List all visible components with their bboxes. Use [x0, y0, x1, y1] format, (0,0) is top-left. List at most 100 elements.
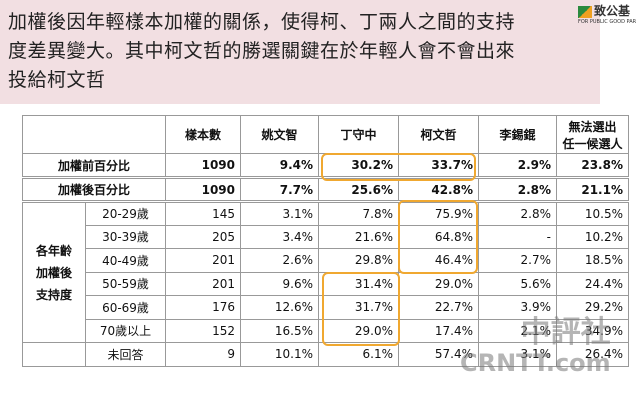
group-blank — [22, 342, 86, 367]
title-line: 投給柯文哲 — [8, 69, 106, 91]
cell: 12.6% — [240, 295, 319, 320]
logo-subtitle: FOR PUBLIC GOOD PAR — [578, 19, 637, 25]
column-header-line: 無法選出 — [568, 119, 617, 134]
watermark-en: CRNTT.com — [460, 349, 611, 377]
highlight — [321, 153, 476, 181]
age-row: 30-39歲 205 3.4% 21.6% 64.8% -10.2% — [23, 224, 629, 249]
cell: 29.8% — [318, 248, 399, 273]
cell: 2.8% — [478, 177, 557, 203]
cell: 2.7% — [478, 248, 557, 273]
cell: 205 — [165, 224, 241, 249]
cell: 10.1% — [240, 342, 319, 367]
cell: 17.4% — [398, 318, 479, 343]
row-label: 60-69歲 — [85, 295, 166, 320]
age-row: 50-59歲 201 9.6% 31.4% 29.0% 5.6% 24.4% — [23, 271, 629, 296]
cell: 10.2% — [556, 224, 629, 249]
title-line: 度差異變大。其中柯文哲的勝選關鍵在於年輕人會不會出來 — [8, 40, 516, 62]
cell: 31.4% — [318, 271, 399, 296]
age-row: 60-69歲 176 12.6% 31.7% 22.7% 3.9% 29.2% — [23, 295, 629, 320]
cell: 7.7% — [240, 177, 319, 203]
row-label: 40-49歲 — [85, 248, 166, 273]
cell: 7.8% — [318, 201, 399, 226]
cell: 25.6% — [318, 177, 399, 203]
column-header: 柯文哲 — [398, 115, 479, 154]
cell: 2.1% — [478, 318, 557, 343]
cell: 9.4% — [240, 153, 319, 179]
cell: 5.6% — [478, 271, 557, 296]
cell: 22.7% — [398, 295, 479, 320]
cell: 75.9% — [398, 201, 479, 226]
header-row: 樣本數 姚文智 丁守中 柯文哲 李錫錕 無法選出任一候選人 — [22, 115, 629, 154]
logo: 致公基 FOR PUBLIC GOOD PAR — [578, 2, 636, 25]
cell: 152 — [165, 318, 241, 343]
cell: 2.9% — [478, 153, 557, 179]
cell: 3.9% — [478, 295, 557, 320]
column-header: 無法選出 任一候選人 — [556, 115, 629, 154]
row-label: 50-59歲 — [85, 271, 166, 296]
cell: 26.4% — [556, 342, 629, 367]
cell: 16.5% — [240, 318, 319, 343]
cell: 42.8% — [398, 177, 479, 203]
cell: 64.8% — [398, 224, 479, 249]
cell: 145 — [165, 201, 241, 226]
cell: 29.0% — [318, 318, 399, 343]
row-label: 20-29歲 — [85, 201, 166, 226]
highlight — [322, 272, 400, 346]
row-label: 加權前百分比 — [22, 153, 166, 179]
cell: 3.4% — [240, 224, 319, 249]
row-label: 30-39歲 — [85, 224, 166, 249]
cell: 34.9% — [556, 318, 629, 343]
cell: 9 — [165, 342, 241, 367]
column-header-line: 任一候選人 — [562, 136, 623, 151]
cell: 33.7% — [398, 153, 479, 179]
cell: 18.5% — [556, 248, 629, 273]
cell: 31.7% — [318, 295, 399, 320]
cell: 21.1% — [556, 177, 629, 203]
group-label-line: 各年齡 — [35, 243, 72, 258]
cell: 2.8% — [478, 201, 557, 226]
group-label-line: 支持度 — [35, 287, 72, 302]
cell: 201 — [165, 248, 241, 273]
age-row: 未回答 9 10.1% 6.1% 57.4% 3.1% 26.4% — [22, 342, 629, 367]
table: 樣本數 姚文智 丁守中 柯文哲 李錫錕 無法選出任一候選人加權前百分比 1090 9.4% 30… — [22, 115, 629, 367]
highlight — [398, 200, 478, 274]
cell: 57.4% — [398, 342, 479, 367]
cell: 29.2% — [556, 295, 629, 320]
cell: 3.1% — [240, 201, 319, 226]
age-row: 40-49歲 201 2.6% 29.8% 46.4% 2.7% 18.5% — [23, 248, 629, 273]
title-box: 加權後因年輕樣本加權的關係，使得柯、丁兩人之間的支持 度差異變大。其中柯文哲的勝選… — [0, 0, 600, 104]
cell: 21.6% — [318, 224, 399, 249]
corner-cell — [22, 115, 166, 154]
cell: 46.4% — [398, 248, 479, 273]
cell: 1090 — [165, 177, 241, 203]
group-label: 各年齡 加權後 支持度 — [22, 201, 86, 343]
logo-icon — [578, 5, 592, 18]
watermark: 中評社 CRNTT.com — [460, 318, 611, 378]
cell: 6.1% — [318, 342, 399, 367]
cell: 2.6% — [240, 248, 319, 273]
cell: - — [478, 224, 557, 249]
cell: 24.4% — [556, 271, 629, 296]
cell: 23.8% — [556, 153, 629, 179]
column-header: 丁守中 — [318, 115, 399, 154]
cell: 176 — [165, 295, 241, 320]
column-header: 樣本數 — [165, 115, 241, 154]
age-row: 70歲以上 152 16.5% 29.0% 17.4% 2.1% 34.9% — [23, 318, 629, 343]
watermark-cn: 中評社 — [520, 315, 611, 350]
logo-name: 致公基 — [594, 4, 631, 18]
cell: 1090 — [165, 153, 241, 179]
row-label: 70歲以上 — [85, 318, 166, 343]
group-label-line: 加權後 — [35, 265, 72, 280]
cell: 9.6% — [240, 271, 319, 296]
summary-row: 加權後百分比 1090 7.7% 25.6% 42.8% 2.8% 21.1% — [22, 177, 629, 203]
title-line: 加權後因年輕樣本加權的關係，使得柯、丁兩人之間的支持 — [8, 11, 516, 33]
row-label: 未回答 — [85, 342, 166, 367]
cell: 10.5% — [556, 201, 629, 226]
column-header: 李錫錕 — [478, 115, 557, 154]
column-header: 姚文智 — [240, 115, 319, 154]
age-row: 各年齡 加權後 支持度 20-29歲 145 3.1% 7.8% 75.9% 2.8% 10.5% — [22, 201, 629, 343]
cell: 3.1% — [478, 342, 557, 367]
cell: 29.0% — [398, 271, 479, 296]
cell: 201 — [165, 271, 241, 296]
